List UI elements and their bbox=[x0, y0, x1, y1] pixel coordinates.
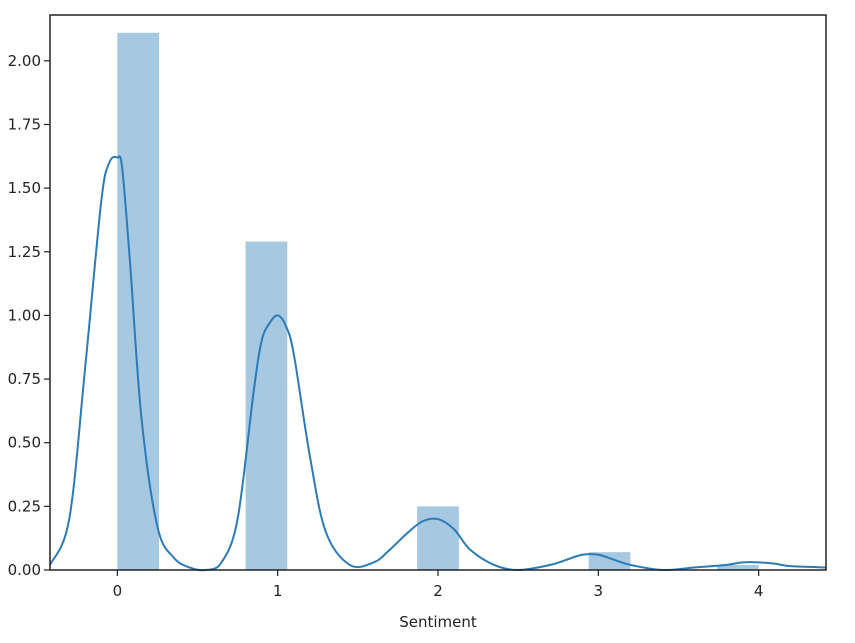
y-tick-label-0: 0.00 bbox=[8, 561, 41, 579]
plot-frame bbox=[49, 14, 827, 571]
y-tick-label-3: 0.75 bbox=[8, 370, 41, 388]
x-tick-label-0: 0 bbox=[113, 582, 123, 600]
y-tick-label-4: 1.00 bbox=[8, 306, 41, 324]
histogram-bars bbox=[117, 32, 759, 570]
x-axis-ticks: 0 1 2 3 4 bbox=[113, 570, 764, 600]
y-tick-label-7: 1.75 bbox=[8, 115, 41, 133]
x-axis-label: Sentiment bbox=[399, 613, 477, 631]
y-tick-label-1: 0.25 bbox=[8, 497, 41, 515]
y-tick-label-2: 0.50 bbox=[8, 434, 41, 452]
histogram-bar-2 bbox=[417, 506, 459, 570]
histogram-bar-0 bbox=[117, 32, 160, 570]
kde-curve-group bbox=[49, 155, 827, 572]
y-tick-label-5: 1.25 bbox=[8, 243, 41, 261]
x-tick-label-4: 4 bbox=[754, 582, 764, 600]
x-tick-label-1: 1 bbox=[273, 582, 283, 600]
kde-line bbox=[49, 155, 827, 572]
x-tick-label-2: 2 bbox=[433, 582, 443, 600]
y-axis-ticks: 0.00 0.25 0.50 0.75 1.00 1.25 1.50 1.75 2.00 bbox=[8, 52, 50, 579]
y-tick-label-6: 1.50 bbox=[8, 179, 41, 197]
histogram-bar-3 bbox=[588, 552, 631, 570]
histogram-bar-4 bbox=[716, 564, 759, 570]
x-tick-label-3: 3 bbox=[594, 582, 604, 600]
y-tick-label-8: 2.00 bbox=[8, 52, 41, 70]
